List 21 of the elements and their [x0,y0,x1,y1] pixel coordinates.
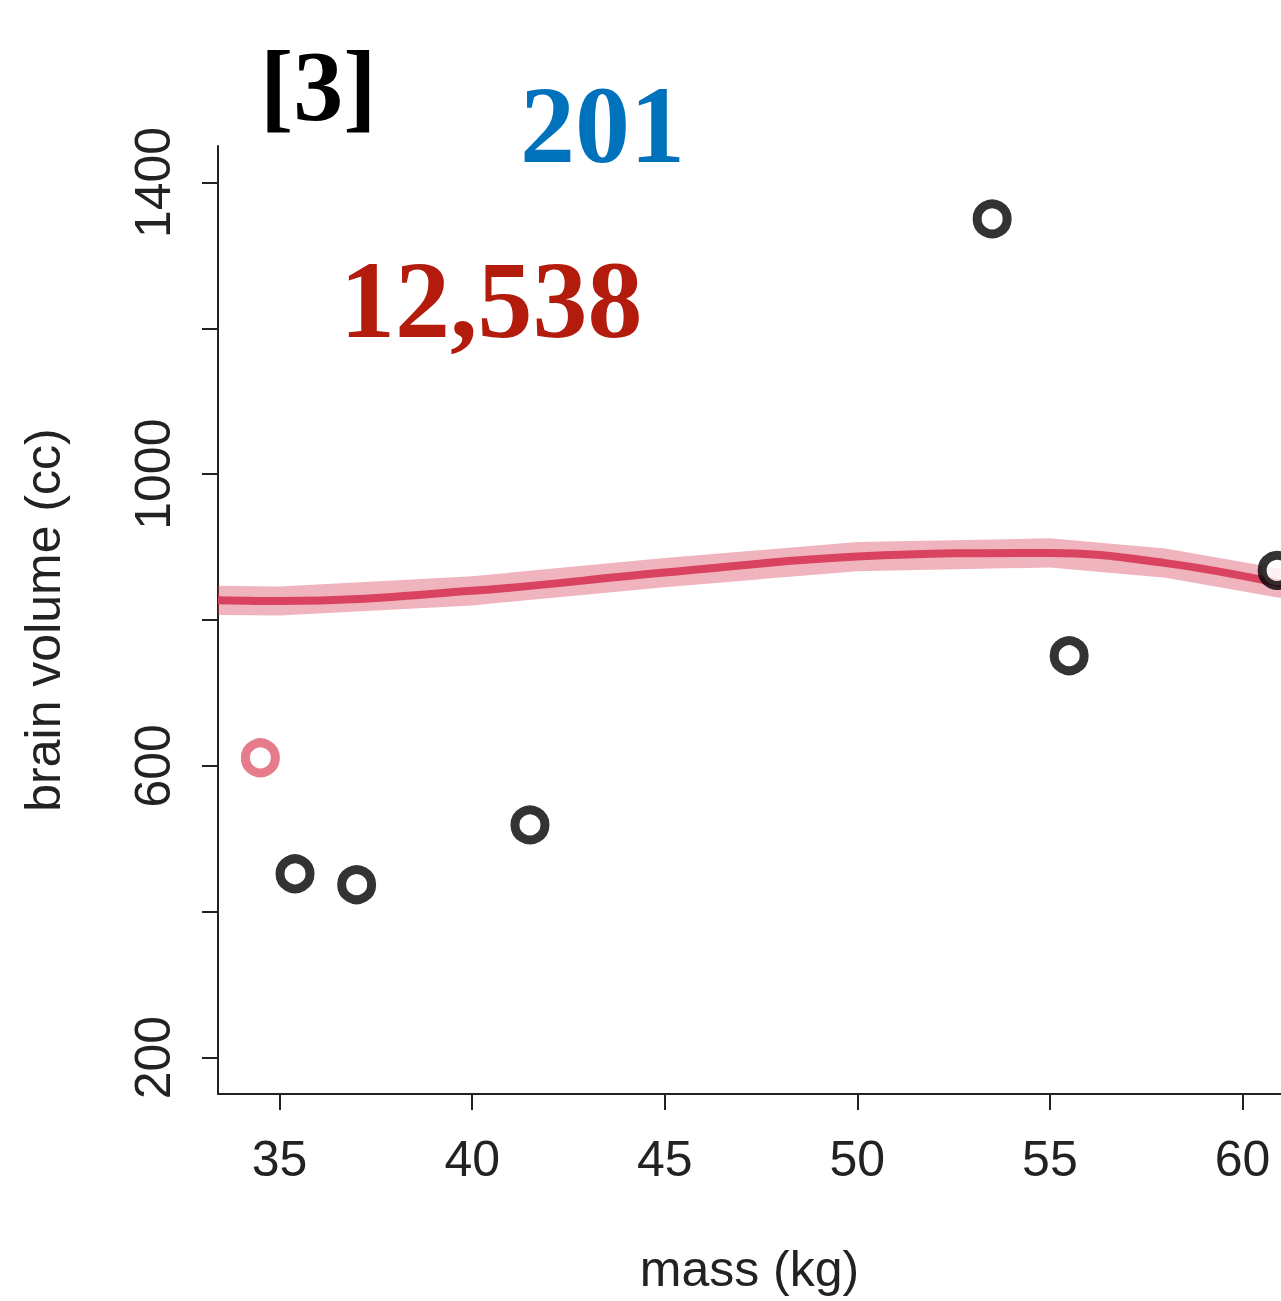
x-tick-label: 55 [1022,1131,1078,1187]
point [972,199,1012,239]
y-tick-label: 600 [125,724,181,808]
annotation: 12,538 [340,239,643,361]
x-tick-label: 35 [251,1131,308,1187]
x-tick-label: 60 [1214,1131,1271,1187]
x-tick-label: 45 [636,1131,693,1187]
x-tick-label: 40 [444,1131,501,1187]
annotation: 201 [520,64,685,186]
point [1049,636,1089,676]
point [240,738,280,778]
point [337,865,377,905]
y-tick-label: 1000 [125,418,181,530]
chart-title: [3] [260,29,377,141]
y-axis-title: brain volume (cc) [15,428,71,812]
y-tick-label: 1400 [125,126,181,239]
y-tick-label: 200 [125,1015,181,1100]
point [275,854,315,894]
x-tick-label: 50 [829,1131,886,1187]
point [510,805,550,845]
x-axis-title: mass (kg) [639,1241,860,1297]
